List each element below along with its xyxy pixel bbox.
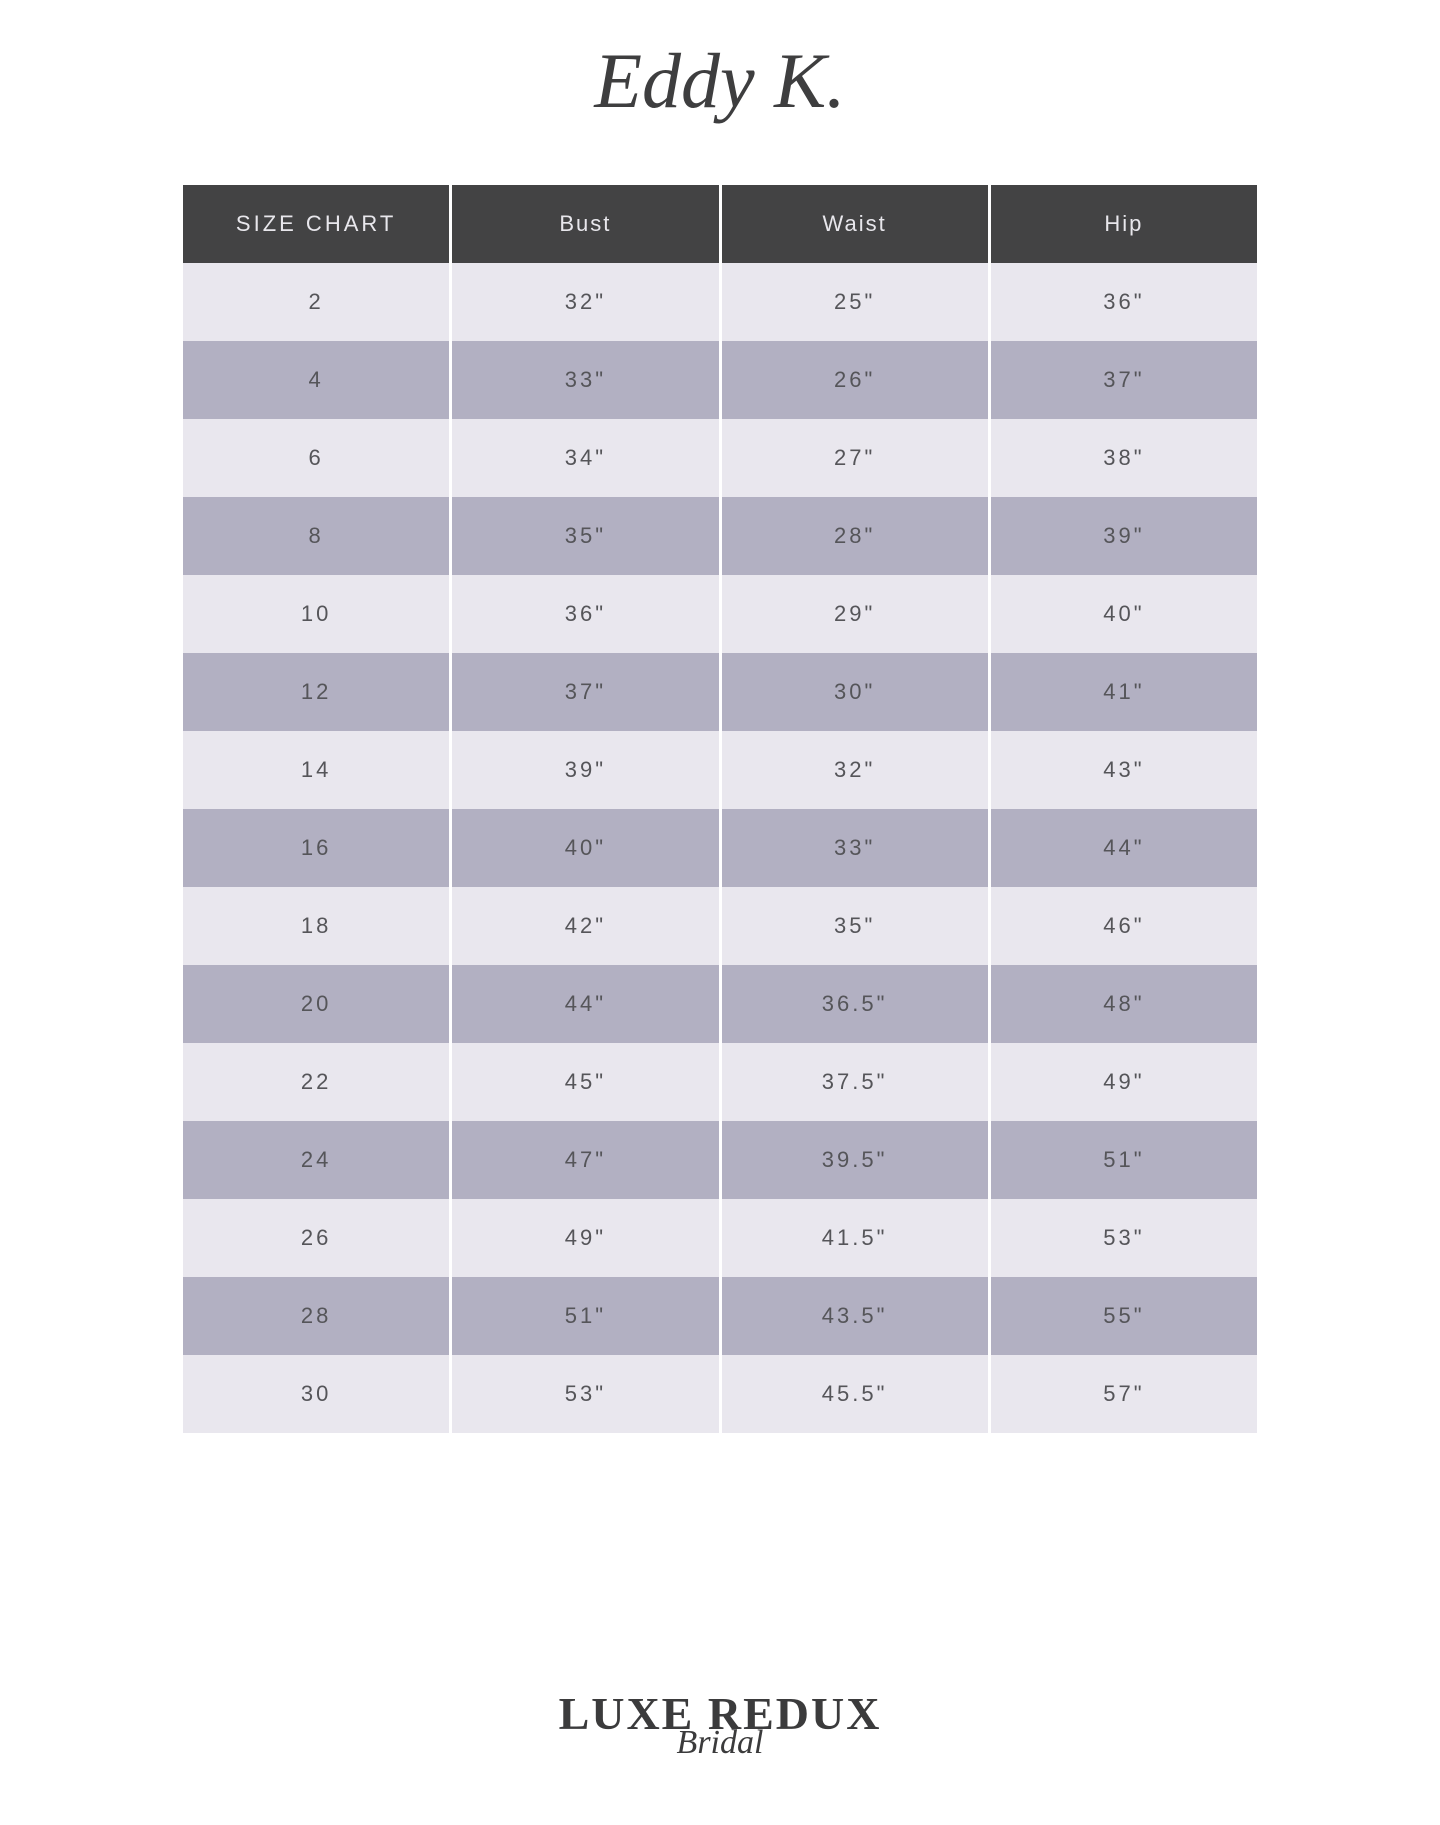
table-cell: 22 xyxy=(183,1043,449,1121)
table-cell: 37.5" xyxy=(722,1043,988,1121)
table-cell: 6 xyxy=(183,419,449,497)
footer-logo: LUXE REDUX Bridal xyxy=(0,1691,1440,1770)
table-cell: 8 xyxy=(183,497,449,575)
table-row: 1439"32"43" xyxy=(183,731,1257,809)
table-cell: 53" xyxy=(452,1355,718,1433)
table-cell: 42" xyxy=(452,887,718,965)
col-waist: Waist xyxy=(722,185,988,263)
table-cell: 43" xyxy=(991,731,1257,809)
table-cell: 49" xyxy=(991,1043,1257,1121)
table-row: 2245"37.5"49" xyxy=(183,1043,1257,1121)
table-cell: 28 xyxy=(183,1277,449,1355)
table-header-row: SIZE CHART Bust Waist Hip xyxy=(183,185,1257,263)
table-cell: 33" xyxy=(722,809,988,887)
table-cell: 44" xyxy=(452,965,718,1043)
table-cell: 39" xyxy=(452,731,718,809)
table-cell: 20 xyxy=(183,965,449,1043)
table-cell: 45.5" xyxy=(722,1355,988,1433)
table-cell: 53" xyxy=(991,1199,1257,1277)
table-cell: 39.5" xyxy=(722,1121,988,1199)
table-cell: 30" xyxy=(722,653,988,731)
table-cell: 26" xyxy=(722,341,988,419)
size-chart-table: SIZE CHART Bust Waist Hip 232"25"36"433"… xyxy=(180,185,1260,1433)
table-row: 1640"33"44" xyxy=(183,809,1257,887)
table-cell: 39" xyxy=(991,497,1257,575)
table-cell: 16 xyxy=(183,809,449,887)
table-cell: 29" xyxy=(722,575,988,653)
table-cell: 25" xyxy=(722,263,988,341)
table-cell: 55" xyxy=(991,1277,1257,1355)
table-cell: 18 xyxy=(183,887,449,965)
table-cell: 33" xyxy=(452,341,718,419)
table-cell: 37" xyxy=(452,653,718,731)
table-cell: 36.5" xyxy=(722,965,988,1043)
table-cell: 41" xyxy=(991,653,1257,731)
table-cell: 35" xyxy=(722,887,988,965)
table-row: 2851"43.5"55" xyxy=(183,1277,1257,1355)
table-cell: 26 xyxy=(183,1199,449,1277)
footer-logo-sub: Bridal xyxy=(0,1725,1440,1770)
table-cell: 28" xyxy=(722,497,988,575)
table-row: 1036"29"40" xyxy=(183,575,1257,653)
table-cell: 51" xyxy=(991,1121,1257,1199)
table-cell: 46" xyxy=(991,887,1257,965)
table-cell: 36" xyxy=(991,263,1257,341)
table-cell: 38" xyxy=(991,419,1257,497)
brand-title: Eddy K. xyxy=(0,25,1440,150)
table-cell: 2 xyxy=(183,263,449,341)
table-row: 1237"30"41" xyxy=(183,653,1257,731)
table-row: 835"28"39" xyxy=(183,497,1257,575)
table-cell: 49" xyxy=(452,1199,718,1277)
svg-text:Bridal: Bridal xyxy=(677,1725,764,1761)
brand-title-text: Eddy K. xyxy=(593,37,845,124)
table-row: 2649"41.5"53" xyxy=(183,1199,1257,1277)
table-cell: 51" xyxy=(452,1277,718,1355)
table-cell: 24 xyxy=(183,1121,449,1199)
table-cell: 40" xyxy=(991,575,1257,653)
table-cell: 43.5" xyxy=(722,1277,988,1355)
col-size: SIZE CHART xyxy=(183,185,449,263)
table-cell: 40" xyxy=(452,809,718,887)
table-cell: 35" xyxy=(452,497,718,575)
table-cell: 57" xyxy=(991,1355,1257,1433)
table-cell: 36" xyxy=(452,575,718,653)
table-row: 433"26"37" xyxy=(183,341,1257,419)
table-row: 1842"35"46" xyxy=(183,887,1257,965)
col-bust: Bust xyxy=(452,185,718,263)
table-cell: 10 xyxy=(183,575,449,653)
table-cell: 47" xyxy=(452,1121,718,1199)
table-cell: 44" xyxy=(991,809,1257,887)
table-cell: 4 xyxy=(183,341,449,419)
col-hip: Hip xyxy=(991,185,1257,263)
table-row: 232"25"36" xyxy=(183,263,1257,341)
table-cell: 14 xyxy=(183,731,449,809)
table-cell: 41.5" xyxy=(722,1199,988,1277)
table-row: 2447"39.5"51" xyxy=(183,1121,1257,1199)
table-cell: 32" xyxy=(452,263,718,341)
table-row: 2044"36.5"48" xyxy=(183,965,1257,1043)
table-cell: 37" xyxy=(991,341,1257,419)
table-cell: 48" xyxy=(991,965,1257,1043)
table-cell: 34" xyxy=(452,419,718,497)
table-row: 634"27"38" xyxy=(183,419,1257,497)
table-cell: 30 xyxy=(183,1355,449,1433)
table-cell: 45" xyxy=(452,1043,718,1121)
table-row: 3053"45.5"57" xyxy=(183,1355,1257,1433)
table-cell: 12 xyxy=(183,653,449,731)
table-cell: 27" xyxy=(722,419,988,497)
table-cell: 32" xyxy=(722,731,988,809)
